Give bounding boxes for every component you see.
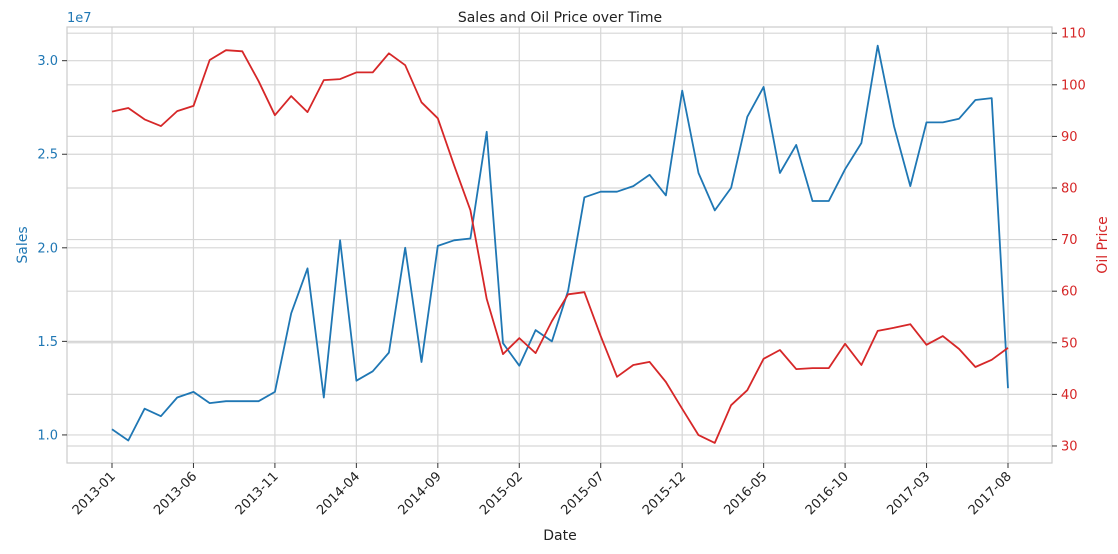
- x-tick-label: 2015-07: [559, 469, 608, 518]
- x-axis-label: Date: [543, 528, 576, 544]
- right-tick-label: 110: [1061, 27, 1086, 42]
- left-axis-label: Sales: [15, 226, 31, 263]
- x-tick-label: 2013-06: [151, 469, 200, 518]
- x-tick-label: 2013-11: [233, 469, 282, 518]
- right-tick-label: 80: [1061, 181, 1078, 196]
- grid: [67, 27, 1052, 463]
- x-tick-label: 2016-10: [803, 469, 852, 518]
- x-tick-label: 2015-12: [640, 469, 689, 518]
- left-axis: 1.0 1.5 2.0 2.5 3.0: [37, 54, 67, 443]
- left-tick-label: 2.5: [37, 148, 58, 163]
- right-tick-label: 60: [1061, 285, 1078, 300]
- left-tick-label: 1.5: [37, 335, 58, 350]
- right-tick-label: 30: [1061, 439, 1078, 454]
- oil-price-line: [111, 49, 1009, 444]
- right-tick-label: 90: [1061, 130, 1078, 145]
- chart-title: Sales and Oil Price over Time: [458, 10, 662, 26]
- right-tick-label: 40: [1061, 388, 1078, 403]
- x-tick-label: 2013-01: [70, 469, 119, 518]
- left-tick-label: 1.0: [37, 428, 58, 443]
- series-lines: [111, 44, 1009, 444]
- right-tick-label: 100: [1061, 78, 1086, 93]
- x-tick-label: 2014-09: [396, 469, 445, 518]
- left-tick-label: 3.0: [37, 54, 58, 69]
- x-tick-label: 2015-02: [477, 469, 526, 518]
- right-tick-label: 70: [1061, 233, 1078, 248]
- left-axis-offset: 1e7: [67, 11, 92, 26]
- x-tick-label: 2014-04: [314, 469, 363, 518]
- right-axis-label: Oil Price: [1095, 216, 1111, 273]
- x-axis: 2013-01 2013-06 2013-11 2014-04 2014-09 2015-…: [70, 463, 1015, 518]
- x-tick-label: 2016-05: [721, 469, 770, 518]
- right-tick-label: 50: [1061, 336, 1078, 351]
- sales-line: [111, 44, 1009, 442]
- plot-frame: [66, 26, 1053, 464]
- x-tick-label: 2017-08: [966, 469, 1015, 518]
- x-tick-label: 2017-03: [884, 469, 933, 518]
- left-tick-label: 2.0: [37, 241, 58, 256]
- right-axis: 30 40 50 60 70 80 90 100 110: [1052, 27, 1086, 454]
